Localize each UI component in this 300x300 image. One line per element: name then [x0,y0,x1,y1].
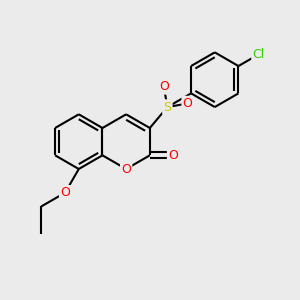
Text: O: O [159,80,169,93]
Text: S: S [164,100,171,113]
Text: O: O [60,186,70,199]
Text: O: O [183,97,193,110]
Text: O: O [121,163,131,176]
Text: O: O [168,149,178,162]
Text: Cl: Cl [252,48,265,61]
